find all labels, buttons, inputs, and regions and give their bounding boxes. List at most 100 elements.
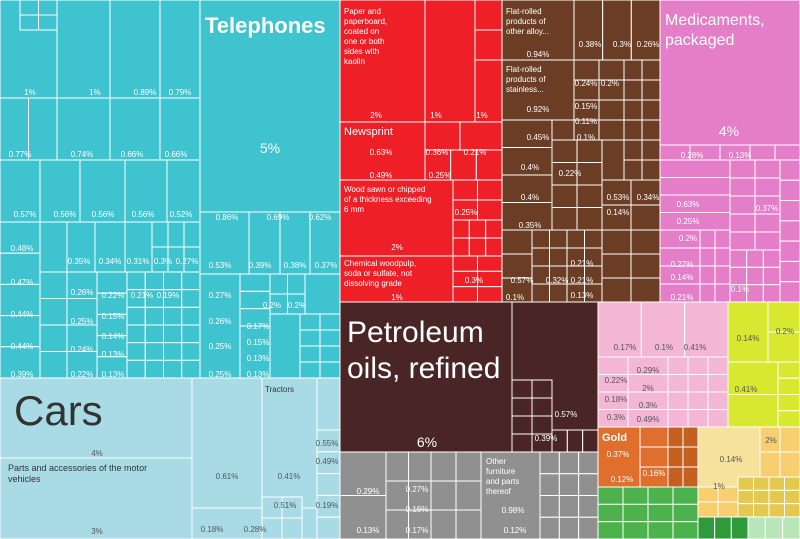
small-value-label: 1% xyxy=(24,88,36,97)
treemap-tile xyxy=(56,97,111,161)
treemap-small-tile xyxy=(717,501,739,518)
treemap-tile xyxy=(339,179,454,257)
treemap-small-tile xyxy=(181,359,201,379)
tile-medicaments xyxy=(659,0,800,161)
treemap-small-tile xyxy=(779,451,800,478)
small-value-label: 0.22% xyxy=(71,370,94,379)
small-value-label: 0.21% xyxy=(464,148,487,157)
tile-label: Chemical woodpulp, soda or sulfate, not di… xyxy=(344,259,416,288)
tile-label: Flat-rolled products of stainless... xyxy=(506,65,546,94)
small-value-label: 0.57% xyxy=(14,210,37,219)
small-value-label: 0.27% xyxy=(406,485,429,494)
small-value-label: 0.13% xyxy=(247,354,270,363)
treemap-small-tile xyxy=(239,308,271,327)
small-value-label: 0.22% xyxy=(559,169,582,178)
small-value-label: 0.57% xyxy=(555,410,578,419)
treemap-small-tile xyxy=(630,204,661,231)
small-value-label: 0.89% xyxy=(134,88,157,97)
treemap-tile xyxy=(309,211,341,275)
treemap-tile xyxy=(248,211,281,275)
treemap-small-tile xyxy=(779,240,800,262)
treemap-small-tile xyxy=(753,476,770,491)
treemap-small-tile xyxy=(181,306,201,326)
treemap-small-tile xyxy=(163,342,183,361)
treemap-small-tile xyxy=(576,139,603,163)
small-value-label: 0.48% xyxy=(11,244,34,253)
treemap-tile xyxy=(199,273,241,379)
treemap-small-tile xyxy=(477,255,503,272)
small-value-label: 0.25% xyxy=(209,370,232,379)
treemap-small-tile xyxy=(339,495,387,539)
treemap-tile xyxy=(166,159,201,223)
treemap-small-tile xyxy=(622,503,649,523)
treemap-tile xyxy=(501,0,575,61)
small-value-label: 0.38% xyxy=(284,261,307,270)
treemap-small-tile xyxy=(597,356,629,375)
treemap-small-tile xyxy=(682,446,699,468)
treemap-small-tile xyxy=(126,342,146,361)
treemap-tile xyxy=(94,221,126,273)
small-value-label: 0.56% xyxy=(92,210,115,219)
treemap-small-tile xyxy=(598,99,625,121)
treemap-small-tile xyxy=(566,229,585,249)
treemap-small-tile xyxy=(452,219,470,239)
treemap-small-tile xyxy=(539,451,560,475)
treemap-small-tile xyxy=(597,486,624,505)
treemap-small-tile xyxy=(779,220,800,242)
treemap-small-tile xyxy=(729,249,748,268)
small-value-label: 0.74% xyxy=(71,150,94,159)
treemap-small-tile xyxy=(38,14,58,31)
treemap-small-tile xyxy=(602,0,632,61)
tile-label: Flat-rolled products of other alloy... xyxy=(506,7,549,36)
treemap-small-tile xyxy=(126,271,146,291)
small-value-label: 0.13% xyxy=(729,151,752,160)
treemap-small-tile xyxy=(38,0,58,16)
treemap-small-tile xyxy=(299,313,321,331)
treemap-small-tile xyxy=(558,495,580,518)
treemap-small-tile xyxy=(39,298,68,326)
treemap-small-tile xyxy=(183,221,201,248)
treemap-small-tile xyxy=(511,397,533,417)
small-value-label: 0.14% xyxy=(737,334,760,343)
treemap-tile xyxy=(339,121,426,181)
small-value-label: 0.25% xyxy=(455,208,478,217)
tile-value: 4% xyxy=(91,449,103,458)
small-value-label: 0.52% xyxy=(170,210,193,219)
treemap-small-tile xyxy=(551,184,578,208)
small-value-label: 0.17% xyxy=(614,343,637,352)
treemap-small-tile xyxy=(729,195,756,215)
treemap-small-tile xyxy=(539,516,560,539)
small-value-label: 0.86% xyxy=(216,213,239,222)
treemap-small-tile xyxy=(623,79,643,101)
small-value-label: 0.25% xyxy=(677,217,700,226)
treemap-small-tile xyxy=(601,229,632,255)
treemap-small-tile xyxy=(682,466,699,488)
treemap-small-tile xyxy=(501,253,533,279)
treemap-small-tile xyxy=(183,246,201,273)
treemap-small-tile xyxy=(126,324,146,344)
small-value-label: 0.55% xyxy=(316,439,339,448)
treemap-small-tile xyxy=(576,207,603,231)
small-value-label: 0.15% xyxy=(102,312,125,321)
treemap-small-tile xyxy=(468,237,487,257)
treemap-small-tile xyxy=(551,139,578,163)
tile-value: 0.94% xyxy=(527,50,550,59)
treemap-small-tile xyxy=(727,361,779,395)
tile-label: Other furniture and parts thereof xyxy=(486,457,519,496)
treemap-small-tile xyxy=(784,476,800,491)
small-value-label: 0.49% xyxy=(316,457,339,466)
treemap-small-tile xyxy=(191,507,263,539)
treemap-small-tile xyxy=(576,184,603,208)
treemap-small-tile xyxy=(430,451,457,482)
small-value-label: 0.14% xyxy=(102,332,125,341)
treemap-small-tile xyxy=(707,356,729,375)
small-value-label: 0.62% xyxy=(309,213,332,222)
small-value-label: 0.39% xyxy=(249,261,272,270)
treemap-tile xyxy=(339,255,454,303)
small-value-label: 0.37% xyxy=(315,261,338,270)
treemap-small-tile xyxy=(485,237,503,257)
treemap-small-tile xyxy=(727,394,779,428)
tile-value: 6% xyxy=(417,434,437,450)
small-value-label: 0.2% xyxy=(679,234,697,243)
treemap-small-tile xyxy=(727,301,769,363)
